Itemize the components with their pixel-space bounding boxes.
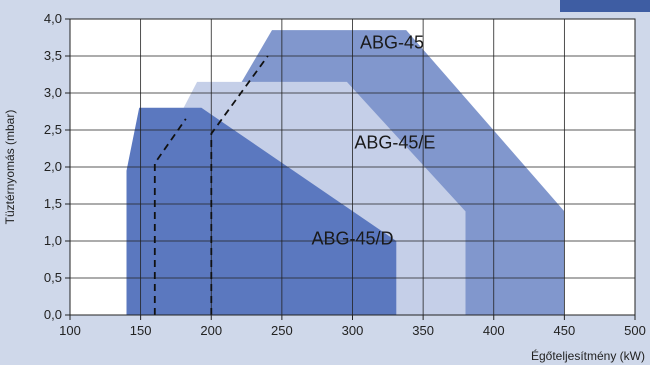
y-tick-label: 2,5 bbox=[44, 122, 62, 137]
dashed-line-1 bbox=[210, 55, 269, 315]
dashed-line-0 bbox=[153, 118, 187, 315]
series-area-2 bbox=[126, 107, 397, 315]
x-tick-label: 200 bbox=[200, 323, 222, 338]
x-tick-label: 400 bbox=[483, 323, 505, 338]
y-tick-label: 2,0 bbox=[44, 159, 62, 174]
x-tick-label: 150 bbox=[130, 323, 152, 338]
dashed-lines-layer bbox=[153, 55, 269, 315]
series-label-2: ABG-45/D bbox=[311, 229, 393, 249]
x-tick-label: 500 bbox=[624, 323, 646, 338]
corner-decoration bbox=[560, 0, 650, 12]
x-tick-label: 350 bbox=[412, 323, 434, 338]
series-label-1: ABG-45/E bbox=[354, 133, 435, 153]
y-tick-label: 4,0 bbox=[44, 11, 62, 26]
y-tick-label: 0,0 bbox=[44, 307, 62, 322]
y-tick-label: 3,0 bbox=[44, 85, 62, 100]
y-tick-label: 3,5 bbox=[44, 48, 62, 63]
x-tick-label: 450 bbox=[554, 323, 576, 338]
x-tick-label: 100 bbox=[59, 323, 81, 338]
axis-layer: 100 150 200 250 300 350 400 450 500 0,0 0,5 1,0 1,5 2… bbox=[44, 11, 646, 338]
y-tick-label: 0,5 bbox=[44, 270, 62, 285]
x-axis-label: Égőteljesítmény (kW) bbox=[531, 348, 645, 363]
y-tick-label: 1,0 bbox=[44, 233, 62, 248]
series-label-0: ABG-45 bbox=[360, 33, 424, 53]
series-layer bbox=[126, 30, 565, 316]
y-axis-label: Tüztérnyomás (mbar) bbox=[3, 110, 17, 225]
series-labels-layer: ABG-45 ABG-45/E ABG-45/D bbox=[311, 33, 435, 249]
x-tick-label: 300 bbox=[342, 323, 364, 338]
y-tick-label: 1,5 bbox=[44, 196, 62, 211]
x-tick-label: 250 bbox=[271, 323, 293, 338]
